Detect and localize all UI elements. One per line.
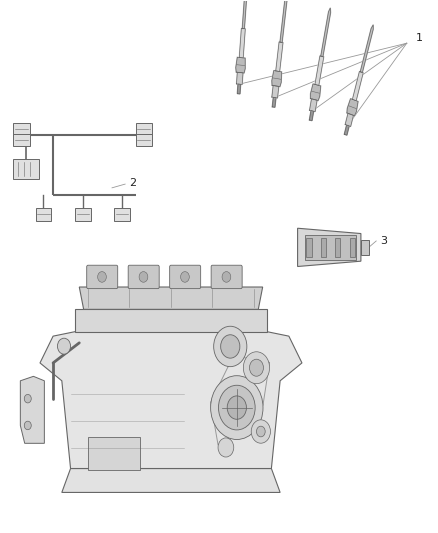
Text: 3: 3 [381,236,388,246]
Polygon shape [345,114,353,126]
FancyBboxPatch shape [87,265,118,288]
FancyBboxPatch shape [350,238,355,257]
Circle shape [218,438,234,457]
Polygon shape [353,71,363,101]
Polygon shape [237,84,240,94]
Polygon shape [361,240,369,255]
FancyBboxPatch shape [305,235,356,260]
Text: 1: 1 [416,33,423,43]
Polygon shape [40,332,302,469]
Circle shape [139,272,148,282]
Polygon shape [309,111,314,120]
Polygon shape [242,0,247,29]
Circle shape [244,352,269,384]
Polygon shape [136,124,152,135]
Circle shape [214,326,247,367]
Polygon shape [315,56,324,85]
Polygon shape [79,287,263,309]
Polygon shape [35,208,51,221]
Polygon shape [360,25,373,72]
Polygon shape [75,309,267,332]
Polygon shape [237,72,243,85]
Text: 2: 2 [130,177,137,188]
Circle shape [57,338,71,354]
Circle shape [257,426,265,437]
Circle shape [222,272,231,282]
Polygon shape [321,8,331,56]
Polygon shape [311,84,321,101]
Circle shape [251,420,270,443]
Polygon shape [310,99,317,112]
Polygon shape [13,134,30,146]
Circle shape [24,394,31,403]
Polygon shape [239,28,245,58]
Circle shape [24,421,31,430]
Polygon shape [75,208,91,221]
Polygon shape [272,85,279,98]
Circle shape [221,335,240,358]
Polygon shape [276,42,283,71]
Polygon shape [62,469,280,492]
Circle shape [98,272,106,282]
Polygon shape [88,437,141,470]
FancyBboxPatch shape [211,265,242,288]
Polygon shape [272,98,276,107]
FancyBboxPatch shape [306,238,311,257]
Polygon shape [114,208,130,221]
Circle shape [211,376,263,440]
Polygon shape [236,57,245,73]
Circle shape [227,396,247,419]
FancyBboxPatch shape [128,265,159,288]
Polygon shape [347,99,358,116]
FancyBboxPatch shape [321,238,326,257]
Polygon shape [280,0,287,43]
Polygon shape [272,70,282,87]
Polygon shape [344,125,349,135]
Polygon shape [297,228,361,266]
FancyBboxPatch shape [335,238,340,257]
Polygon shape [13,124,30,135]
FancyBboxPatch shape [13,159,39,179]
Polygon shape [136,134,152,146]
Circle shape [250,359,263,376]
Polygon shape [20,376,44,443]
FancyBboxPatch shape [170,265,201,288]
Circle shape [219,385,255,430]
Circle shape [180,272,189,282]
